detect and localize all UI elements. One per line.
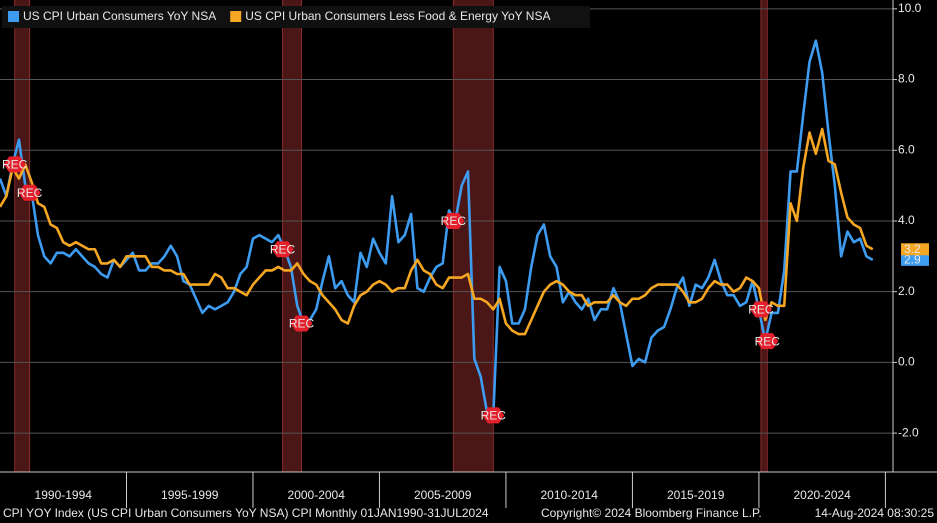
x-band-label: 2005-2009 [414, 488, 472, 502]
footer-text: 14-Aug-2024 08:30:25 [815, 506, 935, 520]
footer-text: Copyright© 2024 Bloomberg Finance L.P. [541, 506, 762, 520]
legend-box [2, 6, 590, 28]
rec-label: REC [481, 409, 507, 423]
y-tick-label: 10.0 [898, 1, 922, 15]
last-value-box [901, 253, 929, 266]
y-tick-label: 4.0 [898, 213, 915, 227]
rec-marker [756, 333, 779, 350]
rec-marker [749, 301, 772, 318]
x-band-label: 2000-2004 [288, 488, 346, 502]
recession-band [14, 0, 30, 472]
x-band-label: 2020-2024 [793, 488, 851, 502]
rec-label: REC [755, 334, 781, 348]
rec-label: REC [441, 214, 467, 228]
x-band-label: 1995-1999 [161, 488, 219, 502]
rec-label: REC [17, 186, 43, 200]
rec-marker [18, 184, 41, 201]
y-tick-label: 0.0 [898, 355, 915, 369]
series-line [0, 39, 874, 417]
footer: CPI YOY Index (US CPI Urban Consumers Yo… [3, 506, 934, 520]
y-tick-label: -2.0 [898, 425, 919, 439]
rec-label: REC [270, 242, 296, 256]
recession-band [760, 0, 768, 472]
recession-band [282, 0, 302, 472]
rec-marker [290, 315, 313, 332]
rec-marker [482, 407, 505, 424]
legend-label: US CPI Urban Consumers Less Food & Energ… [245, 9, 550, 23]
y-tick-label: 2.0 [898, 284, 915, 298]
recession-layer [14, 0, 768, 472]
rec-marker [271, 241, 294, 258]
legend-swatch [230, 11, 242, 22]
legend-label: US CPI Urban Consumers YoY NSA [23, 9, 216, 23]
line-layer [0, 39, 874, 417]
last-value-label: 2.9 [904, 253, 921, 267]
x-band-label: 2015-2019 [667, 488, 725, 502]
y-tick-label: 8.0 [898, 72, 915, 86]
overlay-layer: REC REC REC REC REC REC REC REC 2.93.2 [2, 156, 929, 424]
last-value-box [901, 243, 929, 256]
rec-label: REC [289, 317, 315, 331]
rec-label: REC [2, 158, 28, 172]
rec-label: REC [748, 303, 774, 317]
footer-text: CPI YOY Index (US CPI Urban Consumers Yo… [3, 506, 489, 520]
legend-swatch [8, 11, 19, 22]
legend: US CPI Urban Consumers YoY NSA US CPI Urb… [8, 9, 550, 23]
recession-band [453, 0, 494, 472]
rec-marker [442, 212, 465, 229]
series-line [0, 127, 874, 336]
y-tick-label: 6.0 [898, 142, 915, 156]
last-value-label: 3.2 [904, 242, 921, 256]
rec-marker [3, 156, 26, 173]
x-band-label: 2010-2014 [540, 488, 598, 502]
x-band-label: 1990-1994 [35, 488, 93, 502]
